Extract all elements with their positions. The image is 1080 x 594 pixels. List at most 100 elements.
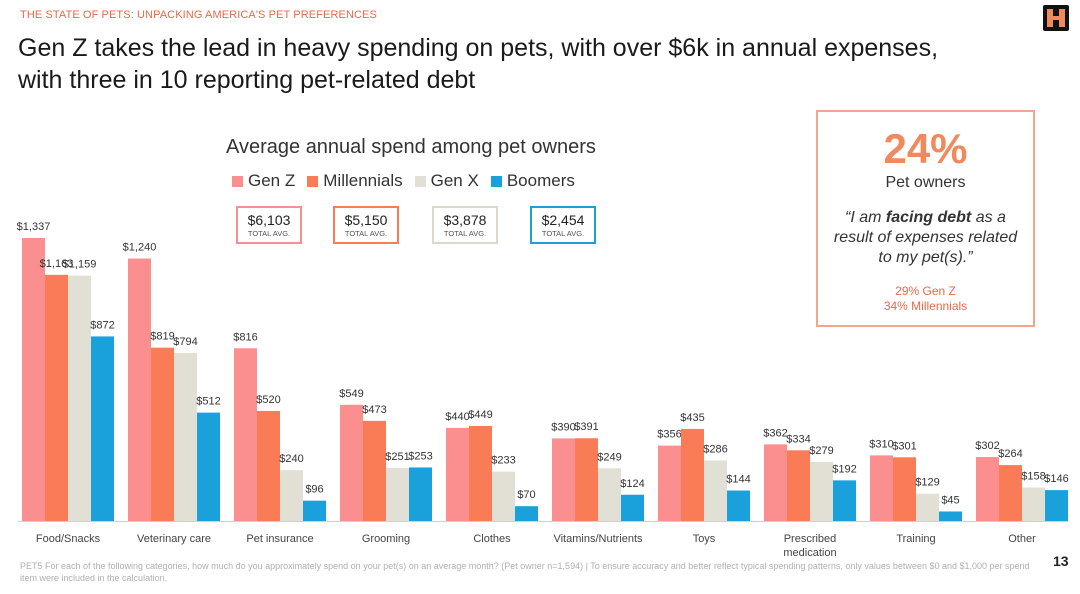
total-avg-gen-x: $3,878 TOTAL AVG.	[432, 206, 498, 244]
bar-boomers	[1045, 490, 1068, 521]
category-label: Prescribed	[784, 533, 837, 545]
data-label: $158	[1021, 471, 1045, 483]
data-label: $819	[150, 331, 174, 343]
category-label: Clothes	[473, 533, 511, 545]
legend-boomers: Boomers	[490, 171, 575, 191]
category-label: Training	[896, 533, 935, 545]
chart-title: Average annual spend among pet owners	[226, 136, 596, 158]
data-label: $124	[620, 478, 644, 490]
category-label: Pet insurance	[246, 533, 313, 545]
legend-swatch-boomers	[490, 175, 502, 187]
total-avg-label: TOTAL AVG.	[443, 229, 487, 238]
data-label: $356	[657, 429, 681, 441]
total-avg-boomers: $2,454 TOTAL AVG.	[530, 206, 596, 244]
quote-end: as a result of expenses related to my pe…	[833, 209, 1018, 266]
callout-quote: “I am facing debt as a result of expense…	[830, 208, 1021, 268]
bar-gen-z	[658, 445, 681, 521]
bar-gen-z	[764, 444, 787, 521]
data-label: $249	[597, 451, 621, 463]
total-avg-value: $3,878	[443, 212, 487, 228]
legend-swatch-gen-x	[414, 175, 426, 187]
data-label: $286	[703, 443, 727, 455]
category-label: medication	[783, 547, 836, 559]
data-label: $390	[551, 421, 575, 433]
total-avg-millennials: $5,150 TOTAL AVG.	[333, 206, 399, 244]
data-label: $334	[786, 433, 810, 445]
bar-boomers	[515, 506, 538, 521]
data-label: $512	[196, 396, 220, 408]
bar-gen-z	[22, 238, 45, 521]
data-label: $253	[408, 450, 432, 462]
callout-stat-gen-z: 29% Gen Z	[895, 284, 956, 298]
legend-label-boomers: Boomers	[506, 171, 575, 190]
bar-gen-z	[552, 438, 575, 521]
data-label: $473	[362, 404, 386, 416]
total-avg-value: $2,454	[541, 212, 585, 228]
debt-callout: 24% Pet owners “I am facing debt as a re…	[816, 110, 1035, 327]
data-label: $192	[832, 463, 856, 475]
bar-boomers	[303, 500, 326, 521]
legend-swatch-gen-z	[232, 175, 243, 187]
data-label: $302	[975, 440, 999, 452]
total-avg-label: TOTAL AVG.	[541, 229, 585, 238]
data-label: $251	[385, 451, 409, 463]
data-label: $96	[305, 484, 323, 496]
bar-gen-x	[68, 275, 91, 521]
headline: Gen Z takes the lead in heavy spending o…	[18, 32, 1018, 96]
callout-stat-millennials: 34% Millennials	[883, 299, 968, 313]
bar-millennials	[999, 465, 1022, 521]
data-label: $1,240	[123, 242, 157, 254]
data-label: $872	[90, 319, 114, 331]
data-label: $233	[491, 455, 515, 467]
data-label: $310	[869, 438, 893, 450]
legend-gen-x: Gen X	[414, 171, 479, 191]
bar-gen-x	[916, 493, 939, 521]
bar-gen-x	[386, 467, 409, 521]
headline-line-2: with three in 10 reporting pet-related d…	[18, 66, 476, 94]
total-avg-value: $5,150	[344, 212, 388, 228]
bar-gen-x	[1022, 487, 1045, 521]
bar-millennials	[893, 457, 916, 521]
bar-boomers	[939, 511, 962, 521]
bar-millennials	[257, 410, 280, 521]
bar-gen-x	[704, 460, 727, 521]
data-label: $1,337	[17, 221, 51, 233]
legend-swatch-millennials	[307, 175, 319, 187]
data-label: $440	[445, 411, 469, 423]
bar-gen-x	[280, 470, 303, 521]
legend: Gen Z Millennials Gen X Boomers	[232, 171, 575, 191]
legend-millennials: Millennials	[307, 171, 403, 191]
data-label: $301	[892, 440, 916, 452]
data-label: $70	[517, 489, 535, 501]
data-label: $240	[279, 453, 303, 465]
callout-percent: 24%	[883, 125, 968, 172]
bar-gen-z	[234, 348, 257, 521]
category-label: Food/Snacks	[36, 533, 101, 545]
data-label: $146	[1044, 473, 1068, 485]
category-label: Toys	[693, 533, 716, 545]
data-label: $520	[256, 394, 280, 406]
bar-gen-z	[340, 404, 363, 521]
data-label: $816	[233, 331, 257, 343]
data-label: $1,159	[63, 259, 97, 271]
h-logo-icon	[1043, 5, 1069, 31]
data-label: $794	[173, 336, 197, 348]
data-label: $264	[998, 448, 1022, 460]
data-label: $144	[726, 474, 750, 486]
data-label: $45	[941, 494, 959, 506]
legend-label-gen-x: Gen X	[430, 171, 479, 190]
category-label: Veterinary care	[137, 533, 211, 545]
bar-millennials	[363, 420, 386, 521]
data-label: $449	[468, 409, 492, 421]
category-label: Other	[1008, 533, 1036, 545]
bar-gen-x	[492, 471, 515, 521]
total-avg-label: TOTAL AVG.	[344, 229, 388, 238]
data-label: $362	[763, 427, 787, 439]
bar-boomers	[197, 412, 220, 521]
bar-gen-z	[446, 427, 469, 521]
bar-millennials	[469, 425, 492, 521]
page-number: 13	[1053, 553, 1069, 569]
bar-boomers	[621, 494, 644, 521]
bar-gen-z	[870, 455, 893, 521]
